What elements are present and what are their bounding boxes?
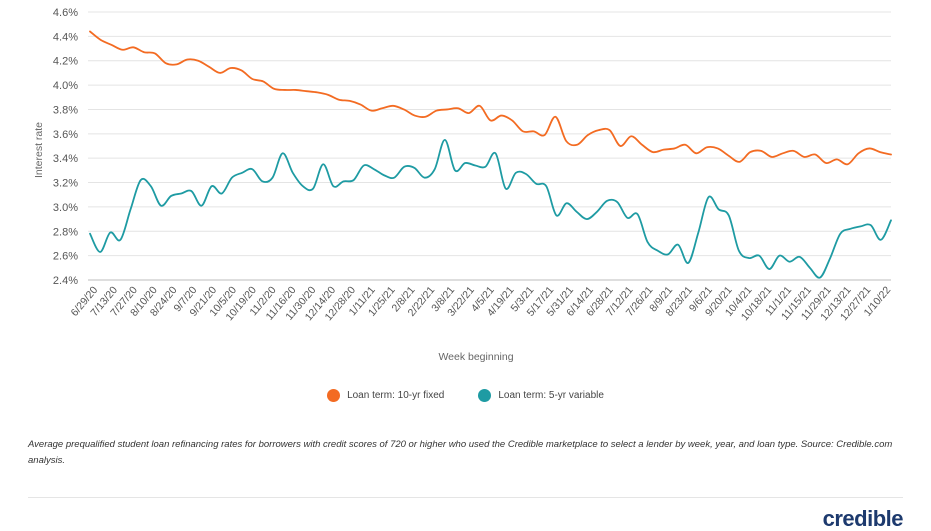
credible-logo: credible	[822, 506, 904, 531]
legend-swatch-variable	[478, 389, 492, 402]
y-tick-label: 4.2%	[53, 56, 78, 68]
series-line-10yr-fixed	[89, 30, 892, 166]
legend-label-variable: Loan term: 5-yr variable	[498, 390, 604, 401]
y-axis-title: Interest rate	[33, 122, 45, 178]
series-lines	[89, 30, 892, 279]
y-tick-label: 2.8%	[53, 226, 78, 238]
y-tick-label: 2.6%	[53, 251, 78, 263]
y-tick-label: 4.4%	[53, 31, 78, 43]
gridlines	[88, 11, 891, 281]
y-tick-label: 3.4%	[53, 153, 78, 165]
legend-swatch-fixed	[327, 389, 341, 402]
chart-caption: Average prequalified student loan refina…	[28, 439, 893, 466]
divider	[28, 497, 903, 498]
legend-item-variable[interactable]: Loan term: 5-yr variable	[478, 389, 604, 402]
x-axis-title: Week beginning	[438, 351, 513, 363]
legend-item-fixed[interactable]: Loan term: 10-yr fixed	[327, 389, 444, 402]
y-axis-ticks: 2.4% 2.6% 2.8% 3.0% 3.2% 3.4% 3.6% 3.8% 4.0% 4.2%…	[53, 7, 78, 287]
line-chart: 2.4% 2.6% 2.8% 3.0% 3.2% 3.4% 3.6% 3.8% 4.0% 4.2%…	[33, 7, 894, 363]
y-tick-label: 4.0%	[53, 80, 78, 92]
y-tick-label: 4.6%	[53, 7, 78, 19]
y-tick-label: 3.0%	[53, 202, 78, 214]
y-tick-label: 3.2%	[53, 178, 78, 190]
y-tick-label: 3.6%	[53, 129, 78, 141]
y-tick-label: 3.8%	[53, 104, 78, 116]
series-line-5yr-variable	[89, 139, 892, 279]
legend: Loan term: 10-yr fixed Loan term: 5-yr v…	[0, 389, 931, 402]
x-axis-ticks: 6/29/207/13/207/27/208/10/208/24/209/7/2…	[69, 284, 894, 323]
legend-label-fixed: Loan term: 10-yr fixed	[347, 390, 445, 401]
y-tick-label: 2.4%	[53, 275, 78, 287]
